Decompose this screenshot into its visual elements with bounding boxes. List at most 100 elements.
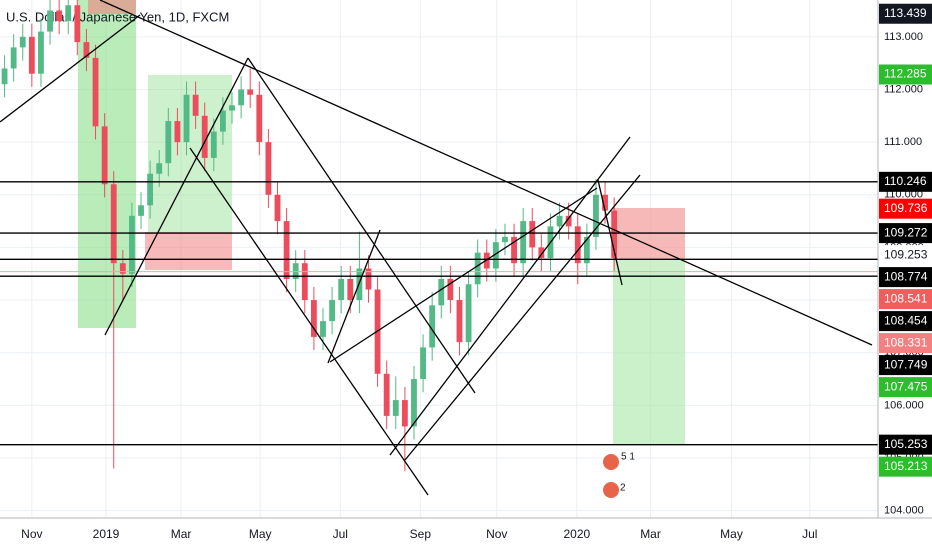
price-tag-label: 107.749	[884, 357, 928, 371]
trend-line	[389, 136, 631, 456]
candle-body	[192, 94, 199, 116]
candle-body	[320, 321, 326, 337]
price-tag	[879, 434, 932, 455]
x-tick-label: May	[249, 527, 272, 541]
candle-body	[274, 194, 281, 222]
price-tag-label: 105.253	[884, 437, 928, 451]
horizontal-lines	[0, 181, 878, 446]
trend-line	[0, 14, 141, 123]
x-tick-label: Jul	[333, 527, 348, 541]
candle-body	[28, 36, 35, 74]
candle-body	[229, 105, 235, 111]
x-tick-label: Jul	[802, 527, 817, 541]
x-tick-label: Sep	[410, 527, 432, 541]
price-tag-label: 105.213	[884, 459, 928, 473]
candle-body	[156, 163, 163, 174]
candle-body	[174, 121, 181, 143]
price-tag-label: 108.774	[884, 269, 928, 283]
candle-body	[365, 268, 372, 290]
candle-body	[456, 300, 463, 343]
price-tag-label: 108.454	[884, 313, 928, 327]
candle-body	[538, 247, 545, 258]
y-tick-label: 106.000	[884, 399, 924, 411]
price-tag-label: 109.736	[884, 201, 928, 215]
event-icon	[603, 454, 619, 470]
candle-body	[474, 252, 481, 285]
candle-body	[465, 284, 472, 343]
trend-line	[327, 229, 381, 364]
candle-body	[529, 221, 536, 248]
price-tag	[879, 333, 932, 354]
candle-body	[338, 279, 345, 301]
x-tick-label: Mar	[171, 527, 192, 541]
candle-body	[47, 10, 53, 32]
candle-body	[256, 94, 263, 143]
trend-line	[404, 174, 641, 461]
candle-body	[74, 5, 81, 43]
trend-line	[189, 147, 429, 496]
y-tick-label: 113.000	[884, 31, 923, 43]
stop-box	[145, 232, 232, 270]
price-tag	[879, 3, 932, 24]
x-tick-label: 2020	[563, 527, 590, 541]
candle-body	[147, 173, 154, 206]
price-tag-label: 109.253	[884, 247, 928, 261]
candle-body	[611, 210, 618, 258]
candle-body	[110, 184, 117, 264]
price-tag	[879, 311, 932, 332]
price-tag-label: 109.272	[884, 225, 928, 239]
price-tag-label: 113.439	[884, 6, 927, 20]
candle-body	[265, 142, 272, 195]
price-tag	[879, 223, 932, 244]
candle-body	[83, 42, 90, 58]
candle-body	[556, 215, 563, 227]
candle-body	[520, 221, 527, 264]
candle-body	[565, 215, 572, 227]
candle-body	[602, 194, 608, 211]
event-label: 5 1	[621, 452, 635, 463]
event-icons: 5 1 2	[603, 452, 635, 498]
trend-line	[329, 187, 598, 363]
candle-body	[201, 115, 208, 158]
candle-body	[329, 300, 336, 322]
trend-line	[597, 179, 623, 286]
long-box	[148, 75, 232, 232]
candle-body	[574, 226, 581, 264]
candle-body	[420, 347, 426, 380]
candle-body	[347, 279, 354, 301]
x-tick-label: May	[720, 527, 743, 541]
time-axis	[0, 518, 932, 550]
price-tag	[879, 289, 932, 310]
candle-body	[310, 300, 317, 337]
candle-body	[119, 263, 126, 274]
trend-line	[247, 57, 476, 394]
y-tick-label: 111.000	[884, 136, 922, 148]
trend-line	[104, 57, 249, 336]
price-tag	[879, 171, 932, 192]
event-icon	[603, 482, 619, 498]
x-tick-label: 2019	[93, 527, 120, 541]
candle-body	[1, 68, 8, 85]
price-tag	[879, 198, 932, 219]
candle-body	[183, 94, 190, 143]
price-tag-label: 107.475	[884, 379, 928, 393]
candle-body	[10, 47, 17, 69]
candle-body	[129, 215, 135, 274]
price-tag	[879, 456, 932, 477]
candle-body	[511, 236, 517, 264]
candle-body	[411, 379, 417, 427]
candle-body	[283, 221, 290, 280]
candle-body	[38, 31, 44, 74]
price-tag-label: 110.246	[884, 174, 927, 188]
x-tick-label: Mar	[640, 527, 661, 541]
candle-body	[502, 236, 508, 243]
candle-body	[210, 131, 217, 158]
candle-body	[56, 10, 63, 22]
price-tag-label: 108.541	[884, 291, 928, 305]
candle-body	[383, 373, 390, 416]
candle-body	[301, 263, 308, 301]
price-tag	[879, 355, 932, 376]
trend-lines	[0, 0, 873, 496]
price-tag	[879, 267, 932, 288]
